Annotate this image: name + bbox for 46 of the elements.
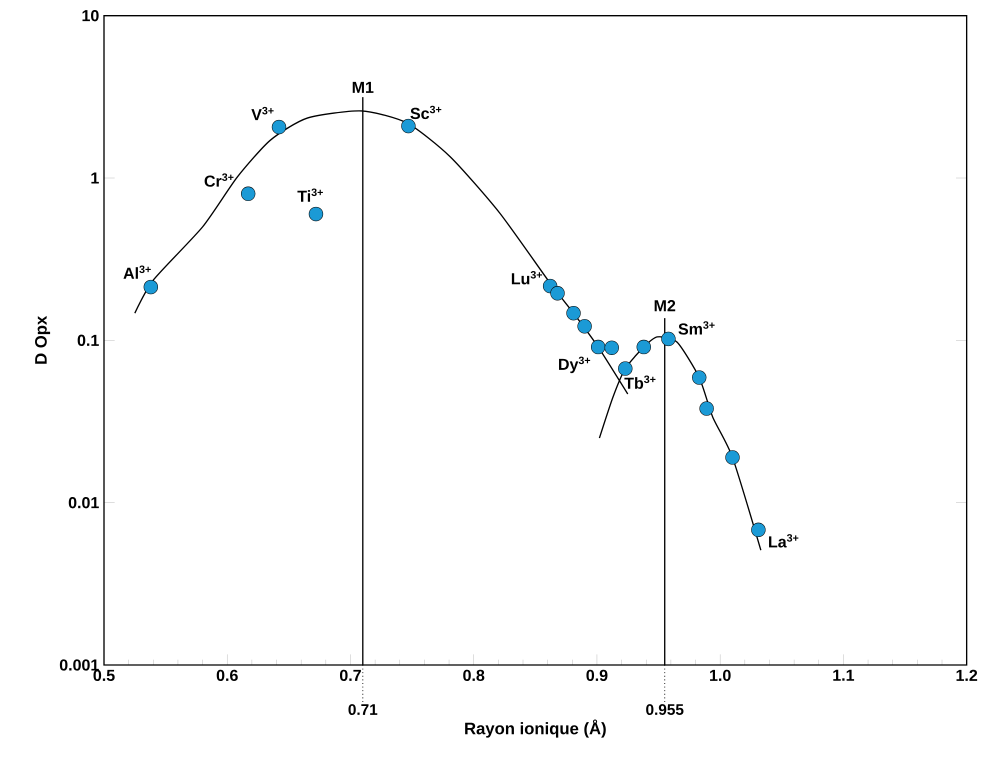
point [144,280,158,294]
point [590,340,606,354]
point [240,186,256,201]
x-tick-label: 1.1 [833,670,854,681]
point [566,306,581,320]
annotation: Cr$^{3+}$ [204,173,234,187]
point [636,340,651,354]
point [577,319,592,334]
x-tick-label: 0.8 [463,670,484,682]
x-tick-label: 0.7 [340,670,361,682]
point [699,401,714,416]
annotation: Lu$^{3+}$ [512,271,542,284]
point [725,450,740,465]
x-tick-label: 0.9 [586,670,608,682]
point [692,370,706,385]
point [604,340,619,355]
point [751,522,766,538]
annotation: V$^{3+}$ [251,106,274,120]
x-tick-label: 1.0 [710,670,731,682]
annotation: La$^{3+}$ [769,534,798,548]
point [308,206,324,222]
annotation: M1 [352,82,374,93]
annotation: Dy$^{3+}$ [559,356,590,374]
annotation: 0.955 [646,704,684,715]
annotation: Sc$^{3+}$ [410,106,442,120]
x-tick-label: 0.6 [216,670,238,682]
y-axis-title: D Opx [35,316,50,364]
x-axis-title: Rayon ionique (Å) [465,720,606,738]
annotation: Tb$^{3+}$ [624,376,656,389]
point [661,332,676,346]
annotation: Al$^{3+}$ [123,266,151,279]
point [401,118,416,134]
annotation: 0.71 [348,704,378,715]
point [618,361,632,376]
point [272,120,286,134]
y-tick-label: 0.01 [68,497,99,508]
annotation: M2 [654,300,676,312]
annotation: Ti$^{3+}$ [297,188,323,202]
point [550,286,565,300]
y-tick-label: 1 [91,172,99,184]
y-tick-label: 0.1 [78,334,99,346]
x-tick-label: 1.2 [956,670,978,681]
x-tick-label: 0.5 [94,670,115,682]
annotation: Sm$^{3+}$ [678,321,715,335]
y-tick-label: 10 [82,10,99,22]
y-tick-label: 0.001 [60,659,99,671]
